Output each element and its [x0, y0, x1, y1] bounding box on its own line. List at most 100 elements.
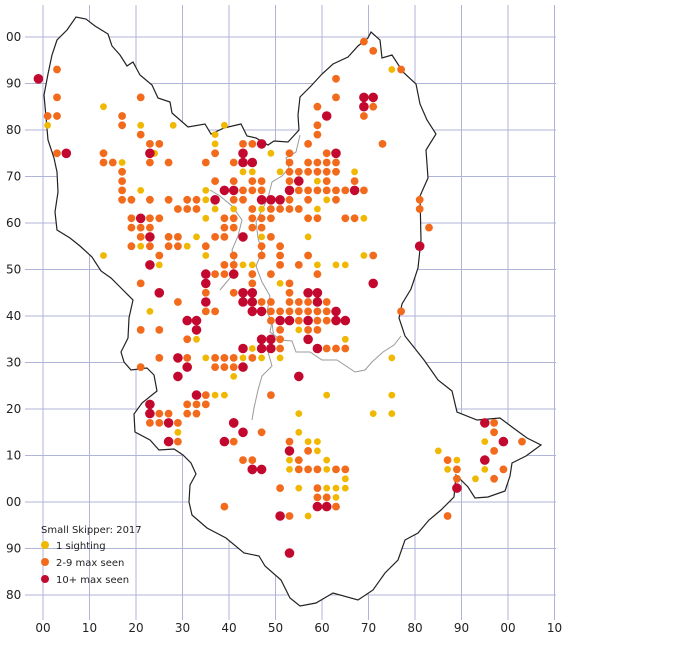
dot-10-plus-max-seen — [135, 213, 146, 224]
dot-10-plus-max-seen — [275, 315, 285, 326]
dot-2-9-max-seen — [229, 288, 238, 297]
x-tick-label: 50 — [268, 621, 283, 635]
dot-10-plus-max-seen — [210, 195, 220, 205]
dot-2-9-max-seen — [276, 251, 284, 260]
dot-2-9-max-seen — [220, 363, 229, 371]
dot-2-9-max-seen — [229, 214, 238, 223]
dot-2-9-max-seen — [313, 214, 322, 223]
dot-10-plus-max-seen — [238, 343, 248, 354]
dot-10-plus-max-seen — [201, 297, 211, 307]
dot-2-9-max-seen — [257, 214, 266, 223]
dot-1-sighting — [230, 373, 238, 380]
dot-10-plus-max-seen — [247, 464, 258, 475]
legend-swatch-1-sighting — [41, 541, 49, 549]
dot-2-9-max-seen — [294, 316, 303, 325]
dot-10-plus-max-seen — [266, 195, 276, 205]
dot-2-9-max-seen — [285, 298, 294, 306]
dot-2-9-max-seen — [322, 177, 331, 186]
dot-1-sighting — [267, 149, 275, 157]
dot-2-9-max-seen — [332, 502, 340, 511]
dot-2-9-max-seen — [239, 456, 247, 464]
dot-2-9-max-seen — [490, 474, 498, 483]
dot-2-9-max-seen — [220, 354, 229, 362]
dot-1-sighting — [341, 484, 349, 492]
dot-2-9-max-seen — [276, 484, 284, 492]
dot-2-9-max-seen — [267, 233, 275, 241]
dot-2-9-max-seen — [146, 214, 154, 223]
dot-1-sighting — [137, 242, 145, 250]
dot-2-9-max-seen — [313, 121, 322, 130]
dot-2-9-max-seen — [257, 186, 266, 195]
dot-2-9-max-seen — [201, 400, 210, 409]
dot-2-9-max-seen — [267, 270, 275, 278]
dot-2-9-max-seen — [304, 447, 312, 455]
dot-10-plus-max-seen — [452, 483, 462, 493]
dot-2-9-max-seen — [313, 465, 322, 474]
dot-10-plus-max-seen — [33, 74, 44, 84]
dot-10-plus-max-seen — [145, 399, 155, 410]
dot-2-9-max-seen — [183, 195, 192, 204]
y-tick-label: 00 — [6, 30, 21, 44]
dot-2-9-max-seen — [285, 195, 294, 204]
dot-2-9-max-seen — [322, 307, 331, 316]
dot-1-sighting — [100, 252, 107, 259]
dot-2-9-max-seen — [332, 186, 340, 195]
dot-2-9-max-seen — [164, 233, 173, 241]
dot-2-9-max-seen — [136, 233, 145, 241]
dot-2-9-max-seen — [276, 261, 284, 269]
dot-2-9-max-seen — [453, 474, 461, 483]
dot-2-9-max-seen — [164, 195, 173, 204]
dot-10-plus-max-seen — [173, 371, 183, 382]
dot-10-plus-max-seen — [284, 185, 295, 196]
dot-10-plus-max-seen — [182, 362, 192, 372]
dot-10-plus-max-seen — [145, 408, 155, 419]
dot-1-sighting — [332, 484, 340, 492]
dot-1-sighting — [323, 456, 331, 464]
dot-1-sighting — [193, 335, 200, 343]
dot-1-sighting — [481, 466, 489, 473]
dot-1-sighting — [276, 280, 284, 287]
dot-10-plus-max-seen — [238, 232, 248, 242]
dot-1-sighting — [239, 168, 247, 176]
dot-2-9-max-seen — [239, 195, 247, 204]
dot-2-9-max-seen — [360, 37, 368, 46]
dot-1-sighting — [388, 391, 396, 399]
dot-2-9-max-seen — [229, 177, 238, 186]
dot-2-9-max-seen — [313, 484, 322, 492]
dot-10-plus-max-seen — [145, 148, 155, 159]
dot-2-9-max-seen — [229, 223, 238, 232]
dot-10-plus-max-seen — [275, 511, 285, 521]
dot-2-9-max-seen — [332, 74, 340, 83]
dot-10-plus-max-seen — [163, 418, 174, 428]
dot-2-9-max-seen — [118, 121, 126, 130]
dot-2-9-max-seen — [267, 307, 275, 316]
dot-1-sighting — [341, 335, 349, 343]
dot-2-9-max-seen — [294, 465, 303, 474]
dot-2-9-max-seen — [304, 214, 312, 223]
dot-2-9-max-seen — [53, 65, 61, 74]
dot-2-9-max-seen — [174, 298, 182, 306]
dot-2-9-max-seen — [285, 512, 294, 520]
dot-2-9-max-seen — [294, 298, 303, 306]
dot-2-9-max-seen — [285, 307, 294, 316]
dot-10-plus-max-seen — [414, 241, 425, 251]
dot-2-9-max-seen — [257, 298, 266, 306]
legend-label-1-sighting: 1 sighting — [56, 541, 106, 552]
dot-2-9-max-seen — [164, 409, 173, 418]
dot-1-sighting — [137, 121, 145, 129]
dot-1-sighting — [314, 177, 321, 185]
sighting-dots — [33, 37, 526, 558]
dot-2-9-max-seen — [313, 167, 322, 176]
dot-2-9-max-seen — [285, 149, 294, 158]
dot-10-plus-max-seen — [228, 418, 239, 428]
dot-10-plus-max-seen — [368, 92, 379, 103]
dot-1-sighting — [137, 187, 145, 194]
dot-2-9-max-seen — [397, 65, 405, 74]
dot-10-plus-max-seen — [340, 315, 351, 326]
dot-1-sighting — [472, 475, 479, 483]
dot-2-9-max-seen — [341, 465, 350, 474]
dot-2-9-max-seen — [350, 177, 359, 186]
dot-10-plus-max-seen — [201, 269, 211, 279]
dot-10-plus-max-seen — [228, 185, 239, 196]
dot-1-sighting — [314, 447, 321, 455]
